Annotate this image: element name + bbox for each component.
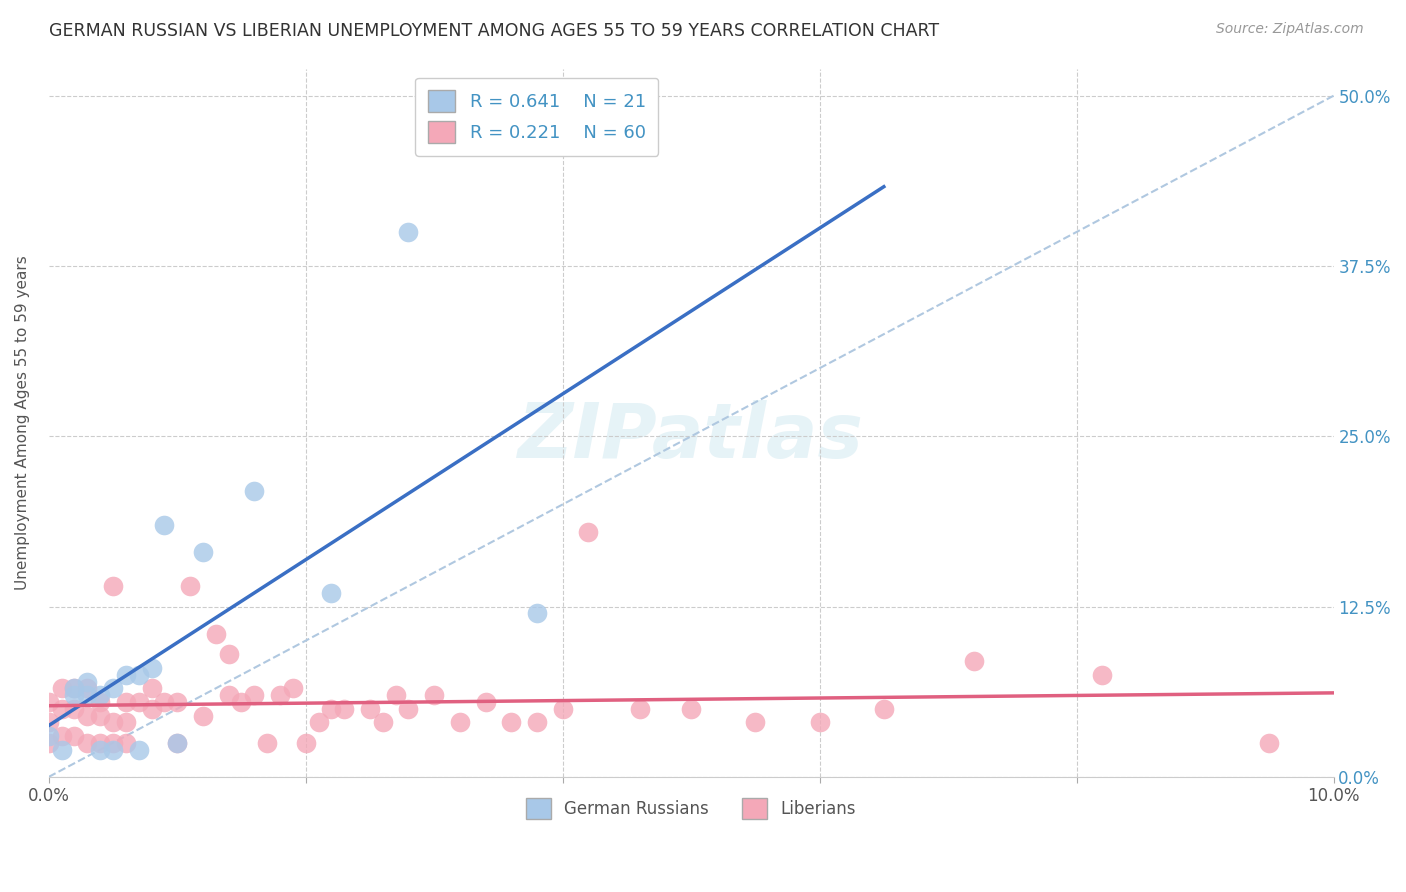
Point [114, 736, 136, 750]
Point [38, 715, 60, 730]
Point [191, 545, 214, 559]
Point [141, 681, 163, 696]
Point [38, 729, 60, 743]
Point [51, 681, 73, 696]
Point [63, 681, 86, 696]
Point [101, 742, 124, 756]
Point [38, 736, 60, 750]
Point [114, 695, 136, 709]
Point [63, 702, 86, 716]
Point [76, 681, 98, 696]
Point [1258, 736, 1281, 750]
Point [128, 742, 150, 756]
Point [89, 695, 111, 709]
Point [76, 708, 98, 723]
Point [231, 695, 253, 709]
Point [321, 702, 343, 716]
Point [333, 702, 356, 716]
Point [128, 667, 150, 681]
Legend: German Russians, Liberians: German Russians, Liberians [519, 791, 863, 825]
Point [191, 708, 214, 723]
Point [218, 647, 240, 661]
Text: ZIPatlas: ZIPatlas [519, 400, 865, 474]
Point [89, 736, 111, 750]
Point [218, 688, 240, 702]
Point [628, 702, 651, 716]
Point [141, 661, 163, 675]
Point [38, 695, 60, 709]
Point [51, 729, 73, 743]
Point [101, 736, 124, 750]
Point [51, 742, 73, 756]
Point [963, 654, 986, 668]
Point [269, 688, 291, 702]
Point [141, 702, 163, 716]
Point [243, 483, 266, 498]
Point [243, 688, 266, 702]
Point [166, 736, 188, 750]
Point [76, 674, 98, 689]
Point [89, 742, 111, 756]
Point [256, 736, 278, 750]
Point [873, 702, 896, 716]
Point [89, 688, 111, 702]
Point [526, 715, 548, 730]
Point [166, 695, 188, 709]
Y-axis label: Unemployment Among Ages 55 to 59 years: Unemployment Among Ages 55 to 59 years [15, 255, 30, 591]
Point [153, 517, 176, 532]
Text: Source: ZipAtlas.com: Source: ZipAtlas.com [1216, 22, 1364, 37]
Point [153, 695, 176, 709]
Point [551, 702, 574, 716]
Point [321, 586, 343, 600]
Point [114, 715, 136, 730]
Point [166, 736, 188, 750]
Point [576, 524, 599, 539]
Point [398, 702, 420, 716]
Point [101, 681, 124, 696]
Point [308, 715, 330, 730]
Point [63, 688, 86, 702]
Point [398, 225, 420, 239]
Point [51, 702, 73, 716]
Point [114, 667, 136, 681]
Point [501, 715, 523, 730]
Point [101, 715, 124, 730]
Point [423, 688, 446, 702]
Point [294, 736, 316, 750]
Text: GERMAN RUSSIAN VS LIBERIAN UNEMPLOYMENT AMONG AGES 55 TO 59 YEARS CORRELATION CH: GERMAN RUSSIAN VS LIBERIAN UNEMPLOYMENT … [49, 22, 939, 40]
Point [204, 627, 226, 641]
Point [474, 695, 496, 709]
Point [359, 702, 381, 716]
Point [449, 715, 471, 730]
Point [101, 579, 124, 593]
Point [63, 729, 86, 743]
Point [128, 695, 150, 709]
Point [1091, 667, 1114, 681]
Point [808, 715, 831, 730]
Point [76, 688, 98, 702]
Point [89, 708, 111, 723]
Point [281, 681, 304, 696]
Point [63, 681, 86, 696]
Point [371, 715, 394, 730]
Point [744, 715, 766, 730]
Point [384, 688, 406, 702]
Point [681, 702, 703, 716]
Point [76, 736, 98, 750]
Point [526, 607, 548, 621]
Point [179, 579, 201, 593]
